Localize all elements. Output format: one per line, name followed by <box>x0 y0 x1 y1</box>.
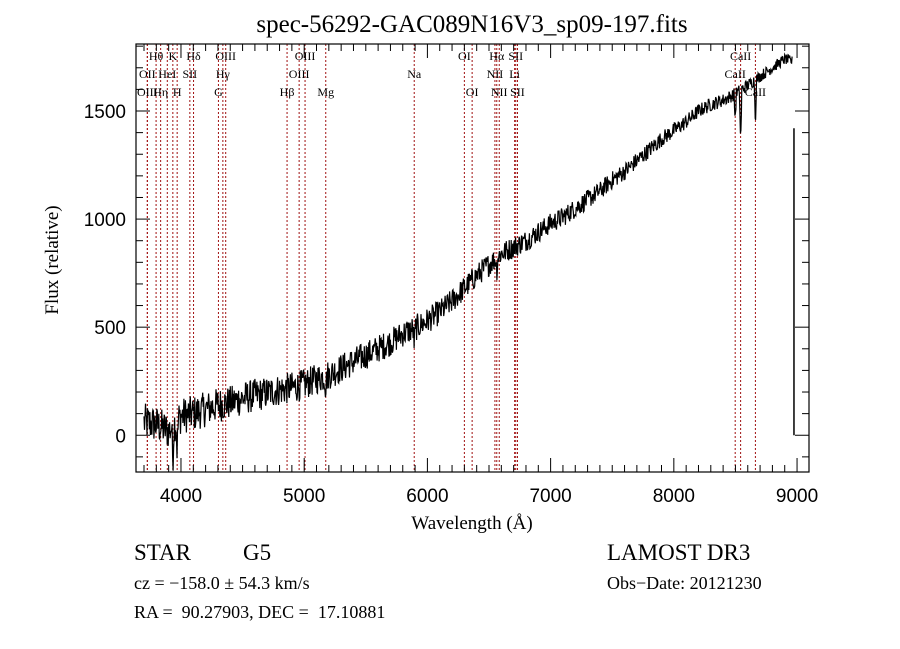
spectral-line-label: Na <box>407 67 422 81</box>
x-axis-label: Wavelength (Å) <box>411 513 532 534</box>
x-tick-label: 8000 <box>653 486 695 507</box>
spectrum-line <box>143 52 793 471</box>
spectral-line-label: SII <box>508 49 523 63</box>
spectral-line-label: Li <box>509 67 520 81</box>
axis-ticks <box>136 44 809 472</box>
y-axis-label: Flux (relative) <box>42 205 63 314</box>
spectral-line-label: Hβ <box>280 85 295 99</box>
spectral-line-label: SII <box>183 67 198 81</box>
x-tick-label: 7000 <box>529 486 571 507</box>
chart-title: spec-56292-GAC089N16V3_sp09-197.fits <box>256 11 687 38</box>
object-class: STAR <box>134 540 191 565</box>
coordinates-readout: RA = 90.27903, DEC = 17.10881 <box>134 602 386 622</box>
spectral-line-label: OIII <box>295 49 316 63</box>
spectral-line-label: Hη <box>153 85 168 99</box>
spectral-line-label: CaII <box>725 67 746 81</box>
spectral-line-label: OII <box>139 67 156 81</box>
spectral-line-label: Hγ <box>216 67 231 81</box>
spectrum-series <box>143 52 795 471</box>
y-tick-labels: 0 500 1000 1500 <box>84 102 126 447</box>
spectral-line-label: Mg <box>317 85 334 99</box>
spectral-line-label: OIII <box>137 85 158 99</box>
x-tick-label: 5000 <box>283 486 325 507</box>
spectral-line-label: SII <box>510 85 525 99</box>
spectral-line-label: OIII <box>215 49 236 63</box>
redshift-readout: cz = −158.0 ± 54.3 km/s <box>134 573 310 593</box>
y-tick-label: 500 <box>94 318 126 339</box>
y-tick-label: 1000 <box>84 210 126 231</box>
spectral-line-label: OIII <box>289 67 310 81</box>
object-subclass: G5 <box>243 540 272 565</box>
observation-date: Obs−Date: 20121230 <box>607 573 762 593</box>
spectral-line-label: OI <box>466 85 479 99</box>
spectral-line-label: H <box>173 85 182 99</box>
x-tick-label: 9000 <box>776 486 818 507</box>
spectral-line-label: HeI <box>158 67 176 81</box>
spectral-line-label: K <box>169 49 178 63</box>
y-tick-label: 0 <box>115 426 126 447</box>
spectral-line-label: CaII <box>730 49 751 63</box>
spectral-line-label: Hα <box>489 49 505 63</box>
spectral-line-label: NII <box>491 85 508 99</box>
x-tick-label: 6000 <box>406 486 448 507</box>
survey-name: LAMOST DR3 <box>607 540 751 565</box>
x-tick-label: 4000 <box>160 486 202 507</box>
spectral-line-label: G <box>214 85 223 99</box>
plot-frame <box>135 43 810 473</box>
y-tick-label: 1500 <box>84 102 126 123</box>
spectral-line-label: NII <box>487 67 504 81</box>
spectral-line-label: Hδ <box>186 49 201 63</box>
spectral-line-label: OI <box>458 49 471 63</box>
spectral-line-label: CaII <box>745 85 766 99</box>
spectral-line-label: Hθ <box>149 49 164 63</box>
x-tick-labels: 4000 5000 6000 7000 8000 9000 <box>160 486 818 507</box>
